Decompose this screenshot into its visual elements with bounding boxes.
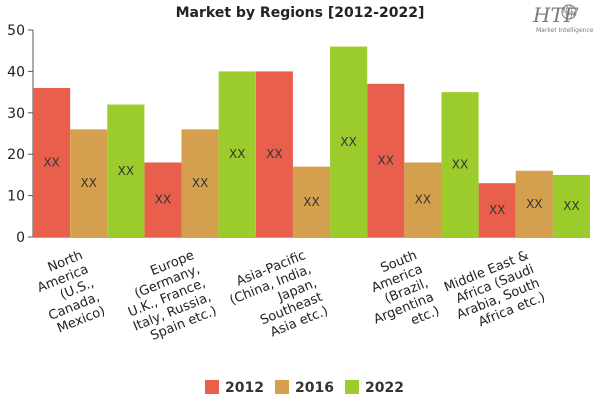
category-labels: NorthAmerica(U.S.,Canada,Mexico)Europe(G… xyxy=(30,248,547,350)
bar-2016-3 xyxy=(292,166,331,237)
category-label-text: Europe(Germany,U.K., France,Italy, Russi… xyxy=(114,248,219,348)
data-label: XX xyxy=(563,199,579,213)
data-label: XX xyxy=(118,164,134,178)
bar-2022-4 xyxy=(441,92,479,237)
legend-label-2022: 2022 xyxy=(365,380,404,396)
legend-label-2012: 2012 xyxy=(225,380,264,396)
data-label: XX xyxy=(303,195,319,209)
bar-2012-3 xyxy=(255,71,293,238)
bar-2022-3 xyxy=(330,46,368,238)
category-label-5: Middle East &Africa (SaudiArabia, SouthA… xyxy=(442,248,547,337)
globe-icon xyxy=(561,4,577,20)
category-label-text: Asia-Pacific(China, India,Japan,Southeas… xyxy=(222,248,330,350)
y-tick-label: 10 xyxy=(7,189,25,205)
y-tick-label: 20 xyxy=(7,147,25,163)
data-label: XX xyxy=(415,193,431,207)
y-tick-label: 50 xyxy=(7,23,25,39)
legend-swatch-2012 xyxy=(205,380,219,394)
legend-swatch-2022 xyxy=(345,380,359,394)
category-label-text: NorthAmerica(U.S.,Canada,Mexico) xyxy=(30,248,108,338)
data-label: XX xyxy=(80,176,96,190)
bar-2012-5 xyxy=(478,183,516,237)
bar-2012-2 xyxy=(144,162,182,237)
data-label: XX xyxy=(155,193,171,207)
bar-2022-2 xyxy=(218,71,256,238)
bar-2016-4 xyxy=(404,162,442,237)
htf-logo: HTF Market Intelligence xyxy=(532,3,594,34)
bar-2012-1 xyxy=(33,87,71,238)
category-label-text: SouthAmerica(Brazil,Argentinaetc.) xyxy=(355,248,442,341)
data-label: XX xyxy=(489,203,505,217)
category-label-2: Europe(Germany,U.K., France,Italy, Russi… xyxy=(114,248,219,348)
data-label: XX xyxy=(192,176,208,190)
category-label-text: Middle East &Africa (SaudiArabia, SouthA… xyxy=(442,248,547,337)
chart-title: Market by Regions [2012-2022] xyxy=(176,5,425,21)
data-label: XX xyxy=(452,158,468,172)
y-tick-label: 30 xyxy=(7,106,25,122)
bar-2012-4 xyxy=(367,83,405,237)
bar-2016-2 xyxy=(181,129,219,237)
bar-2022-5 xyxy=(552,174,590,237)
bars xyxy=(33,46,590,238)
y-tick-label: 0 xyxy=(16,230,25,246)
y-tick-label: 40 xyxy=(7,64,25,80)
y-axis-ticks: 0 10 20 30 40 50 xyxy=(7,23,33,246)
category-label-4: SouthAmerica(Brazil,Argentinaetc.) xyxy=(355,248,442,341)
logo-subtitle: Market Intelligence xyxy=(536,27,594,34)
data-label: XX xyxy=(340,135,356,149)
bar-2022-1 xyxy=(107,104,145,238)
data-label: XX xyxy=(229,147,245,161)
logo-text: HTF xyxy=(532,3,579,27)
data-label: XX xyxy=(526,197,542,211)
legend-swatch-2016 xyxy=(275,380,289,394)
category-label-3: Asia-Pacific(China, India,Japan,Southeas… xyxy=(222,248,331,350)
bar-2016-5 xyxy=(515,170,553,237)
data-label: XX xyxy=(378,153,394,167)
legend: 2012 2016 2022 xyxy=(205,380,404,396)
data-label: XX xyxy=(43,155,59,169)
data-label: XX xyxy=(266,147,282,161)
legend-label-2016: 2016 xyxy=(295,380,334,396)
data-labels: XX XX XX XX XX XX XX XX XX XX XX XX XX XX XX xyxy=(43,135,579,217)
category-label-1: NorthAmerica(U.S.,Canada,Mexico) xyxy=(30,248,108,338)
bar-2016-1 xyxy=(70,129,108,237)
